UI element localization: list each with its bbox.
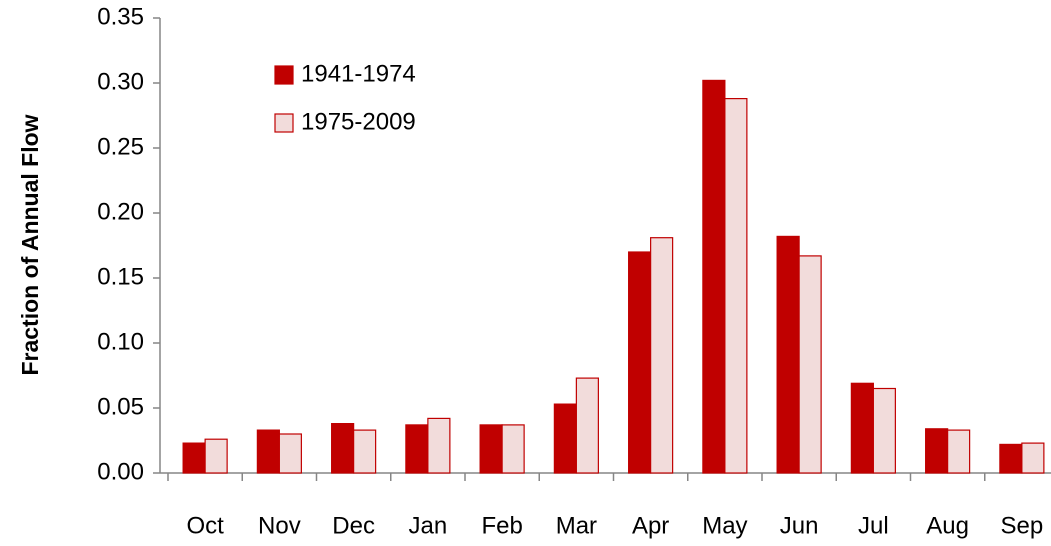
bar <box>724 97 748 474</box>
legend-swatch <box>274 65 294 85</box>
bar <box>798 255 822 474</box>
y-tick-label: 0.15 <box>97 263 144 290</box>
bar <box>575 377 599 474</box>
x-tick-label: Apr <box>632 512 669 539</box>
bar <box>405 424 429 474</box>
bar <box>353 429 377 474</box>
x-tick-label: Mar <box>556 512 597 539</box>
bar <box>278 433 302 474</box>
bar <box>999 443 1023 474</box>
bar <box>204 438 228 474</box>
bar <box>1021 442 1045 474</box>
bar <box>628 251 652 474</box>
x-tick-label: Aug <box>926 512 969 539</box>
x-tick-label: Jun <box>780 512 819 539</box>
y-axis-label: Fraction of Annual Flow <box>17 114 43 375</box>
bar <box>553 403 577 474</box>
x-tick-label: Sep <box>1001 512 1044 539</box>
bar <box>702 79 726 474</box>
y-tick-label: 0.00 <box>97 458 144 485</box>
bar <box>925 428 949 474</box>
x-tick-label: Jan <box>409 512 448 539</box>
bar <box>427 417 451 474</box>
x-tick-label: Nov <box>258 512 301 539</box>
bar <box>331 423 355 474</box>
y-tick-label: 0.25 <box>97 133 144 160</box>
x-tick-label: Dec <box>332 512 375 539</box>
x-tick-label: May <box>702 512 747 539</box>
y-tick-label: 0.35 <box>97 3 144 30</box>
bar <box>850 382 874 474</box>
x-tick-label: Oct <box>186 512 224 539</box>
y-tick-label: 0.30 <box>97 68 144 95</box>
bar <box>479 424 503 474</box>
bar <box>256 429 280 474</box>
x-tick-label: Feb <box>481 512 522 539</box>
y-tick-label: 0.05 <box>97 393 144 420</box>
bar <box>182 442 206 474</box>
bar <box>872 387 896 474</box>
legend-label: 1975-2009 <box>301 108 416 135</box>
y-tick-label: 0.10 <box>97 328 144 355</box>
y-tick-label: 0.20 <box>97 198 144 225</box>
bar <box>776 235 800 474</box>
bar <box>501 424 525 474</box>
legend-label: 1941-1974 <box>301 60 416 87</box>
bar <box>947 429 971 474</box>
bar <box>650 237 674 474</box>
legend-swatch <box>274 113 294 133</box>
x-tick-label: Jul <box>858 512 889 539</box>
